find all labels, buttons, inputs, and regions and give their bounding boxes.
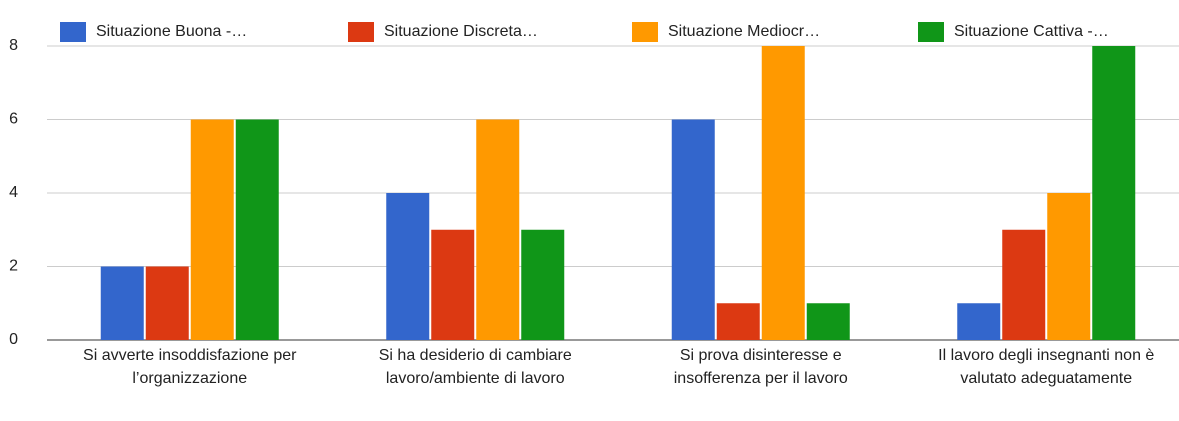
legend-label: Situazione Mediocr… bbox=[668, 23, 820, 40]
bar bbox=[521, 229, 565, 340]
legend-label: Situazione Discreta… bbox=[384, 23, 538, 40]
x-tick-label: Il lavoro degli insegnanti non è valutat… bbox=[938, 347, 1155, 387]
x-tick-label: Si avverte insoddisfazione per l’organiz… bbox=[83, 347, 297, 387]
bar bbox=[145, 266, 189, 340]
bar bbox=[716, 303, 760, 340]
legend-label: Situazione Cattiva -… bbox=[954, 23, 1109, 40]
bar bbox=[957, 303, 1001, 340]
bar bbox=[476, 119, 520, 340]
bar bbox=[235, 119, 279, 340]
bar bbox=[1092, 46, 1136, 340]
y-tick-label: 2 bbox=[9, 258, 18, 275]
legend-label: Situazione Buona -… bbox=[96, 23, 247, 40]
bar bbox=[190, 119, 234, 340]
bar bbox=[1002, 229, 1046, 340]
y-tick-label: 8 bbox=[9, 37, 18, 54]
bar bbox=[100, 266, 144, 340]
legend-swatch bbox=[632, 22, 658, 42]
legend-swatch bbox=[918, 22, 944, 42]
bar bbox=[761, 46, 805, 340]
bar bbox=[431, 229, 475, 340]
x-tick-label: Si ha desiderio di cambiare lavoro/ambie… bbox=[378, 347, 572, 387]
y-tick-label: 4 bbox=[9, 184, 18, 201]
legend-swatch bbox=[60, 22, 86, 42]
y-tick-label: 6 bbox=[9, 111, 18, 128]
x-tick-label: Si prova disinteresse e insofferenza per… bbox=[673, 347, 848, 387]
bar bbox=[386, 193, 430, 340]
bar bbox=[671, 119, 715, 340]
bar bbox=[806, 303, 850, 340]
legend-swatch bbox=[348, 22, 374, 42]
bar bbox=[1047, 193, 1091, 340]
y-tick-label: 0 bbox=[9, 331, 18, 348]
